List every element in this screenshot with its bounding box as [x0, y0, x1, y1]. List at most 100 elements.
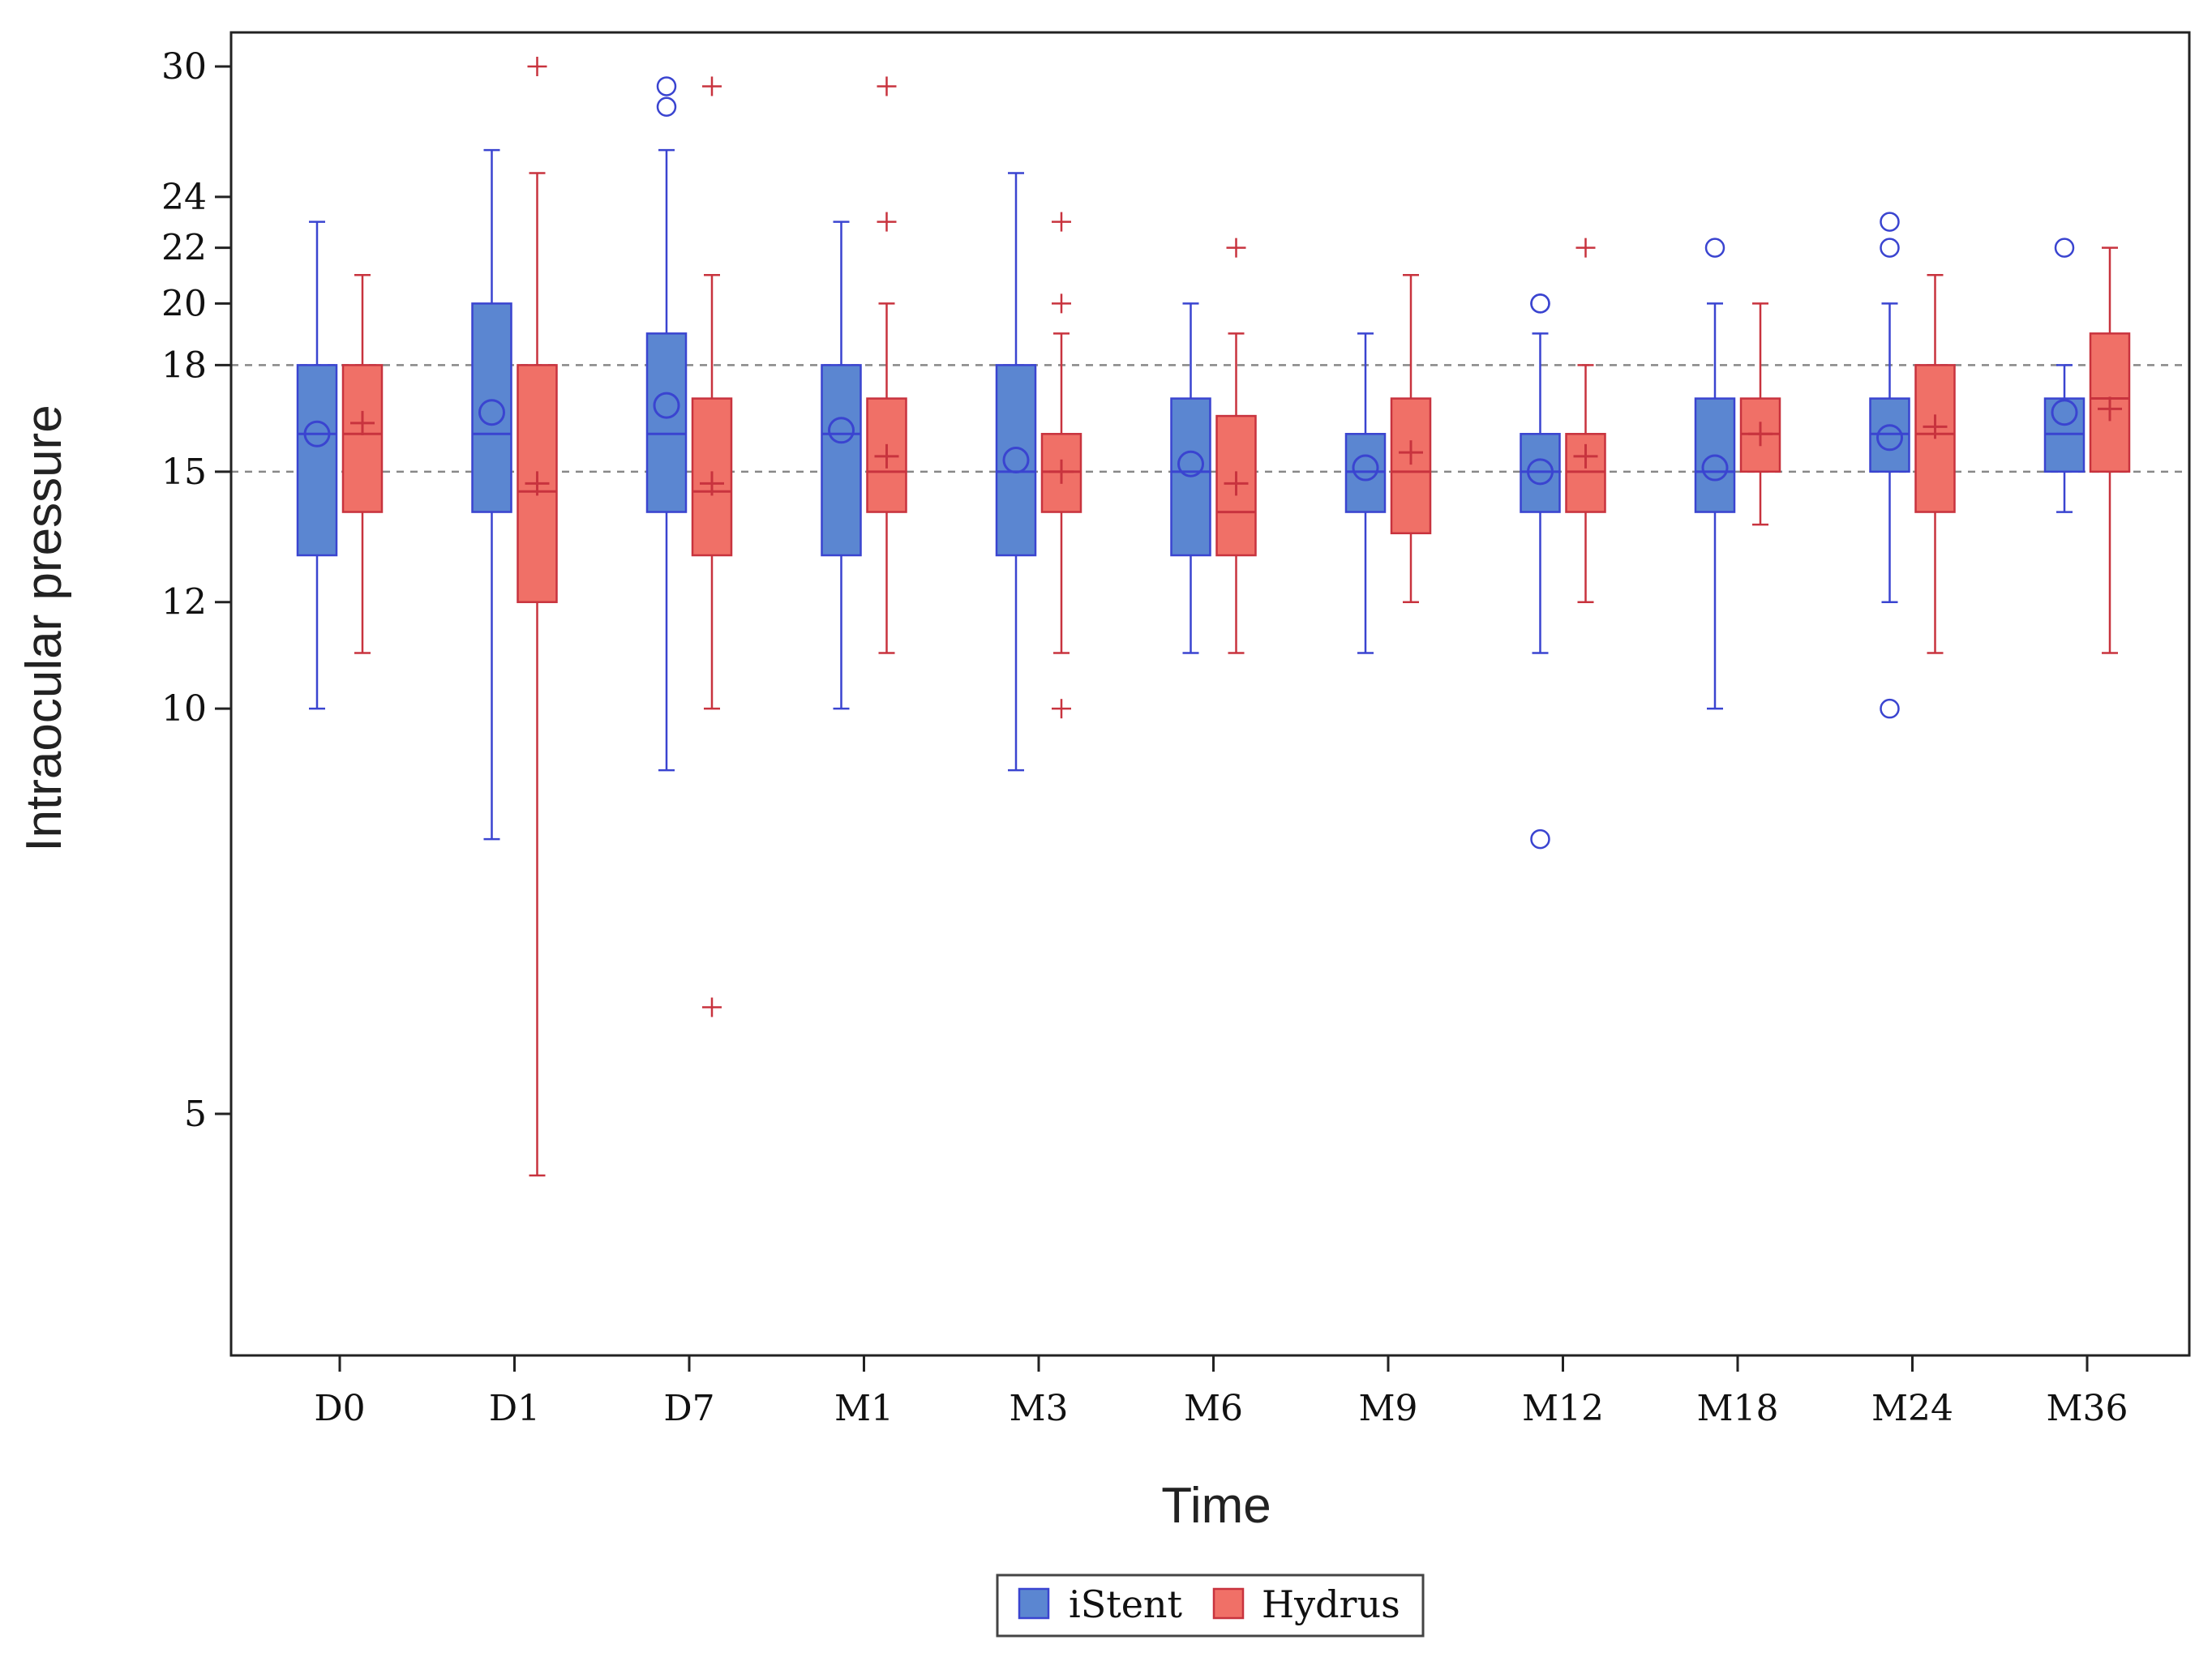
- x-tick-label-m9: M9: [1358, 1388, 1417, 1429]
- mean-marker-hydrus-m9: [1399, 440, 1423, 465]
- box-istent-d0: [296, 221, 338, 710]
- outlier-hydrus-m3-2: [1052, 212, 1071, 232]
- box-body-istent-m6: [1170, 397, 1211, 557]
- x-tick-label-m1: M1: [834, 1388, 894, 1429]
- box-body-istent-m9: [1344, 433, 1387, 513]
- y-axis-title: Intraocular pressure: [16, 405, 72, 851]
- outlier-istent-m12-1: [1530, 293, 1550, 314]
- box-hydrus-m3: [1040, 212, 1082, 719]
- outlier-istent-d7-0: [656, 96, 677, 117]
- outlier-istent-m12-2: [1530, 828, 1550, 850]
- box-hydrus-d7: [691, 76, 733, 1017]
- outlier-hydrus-m3-1: [1052, 293, 1071, 314]
- box-hydrus-m12: [1565, 238, 1606, 603]
- box-istent-m9: [1344, 332, 1387, 654]
- box-body-istent-d1: [471, 302, 512, 513]
- outlier-istent-d7-1: [656, 76, 677, 96]
- y-tick-label-10: 10: [161, 688, 207, 730]
- box-hydrus-m36: [2089, 246, 2131, 654]
- x-tick-label-m12: M12: [1522, 1388, 1604, 1429]
- mean-marker-istent-m12: [1527, 458, 1554, 486]
- box-istent-m1: [821, 221, 862, 710]
- mean-marker-hydrus-d1: [525, 471, 550, 496]
- box-istent-d1: [471, 148, 512, 841]
- y-tick-label-18: 18: [161, 345, 207, 386]
- outlier-istent-m24-0: [1880, 238, 1900, 258]
- x-tick-label-d0: D0: [314, 1388, 365, 1429]
- outlier-hydrus-m1-1: [877, 76, 897, 96]
- box-hydrus-m18: [1739, 302, 1781, 526]
- box-body-istent-m18: [1694, 397, 1736, 513]
- box-hydrus-m6: [1215, 238, 1257, 654]
- y-tick-label-24: 24: [161, 177, 207, 218]
- box-istent-m3: [995, 172, 1037, 772]
- mean-marker-istent-d1: [478, 399, 505, 426]
- x-tick-label-m18: M18: [1696, 1388, 1778, 1429]
- y-tick-label-15: 15: [161, 452, 207, 493]
- outlier-hydrus-m6-0: [1226, 238, 1246, 258]
- mean-marker-istent-d0: [303, 420, 331, 447]
- outlier-hydrus-m1-0: [877, 212, 897, 232]
- box-body-istent-m3: [995, 364, 1037, 557]
- box-body-istent-m12: [1520, 433, 1561, 513]
- box-body-istent-m1: [821, 364, 862, 557]
- x-tick-label-m6: M6: [1184, 1388, 1243, 1429]
- plot-frame: [229, 31, 2191, 1357]
- outlier-istent-m18-0: [1704, 238, 1725, 258]
- mean-marker-istent-m24: [1876, 424, 1903, 452]
- mean-marker-hydrus-m1: [874, 443, 899, 469]
- mean-marker-hydrus-d0: [350, 410, 375, 435]
- legend-label-hydrus: Hydrus: [1262, 1582, 1400, 1626]
- mean-marker-hydrus-m6: [1224, 471, 1249, 496]
- mean-marker-istent-m1: [828, 417, 855, 444]
- box-body-istent-d7: [645, 332, 688, 513]
- outlier-hydrus-m3-0: [1052, 699, 1071, 719]
- outlier-hydrus-d1-0: [527, 57, 547, 76]
- mean-marker-hydrus-m3: [1049, 459, 1074, 484]
- outlier-hydrus-m12-0: [1575, 238, 1596, 258]
- y-tick-label-20: 20: [161, 283, 207, 324]
- box-series: [296, 57, 2131, 1177]
- box-istent-d7: [645, 76, 688, 772]
- y-tick-label-22: 22: [161, 228, 207, 269]
- mean-marker-istent-m9: [1352, 454, 1379, 482]
- mean-marker-hydrus-m36: [2098, 396, 2122, 422]
- y-tick-label-30: 30: [161, 46, 207, 88]
- legend-swatch-hydrus: [1212, 1587, 1245, 1620]
- x-tick-label-m36: M36: [2046, 1388, 2128, 1429]
- outlier-istent-m24-2: [1880, 698, 1900, 719]
- box-body-hydrus-m9: [1390, 397, 1432, 535]
- mean-marker-istent-d7: [653, 392, 680, 419]
- y-tick-label-5: 5: [184, 1094, 207, 1135]
- box-hydrus-m9: [1390, 273, 1432, 603]
- legend-frame: [996, 1574, 1425, 1638]
- box-body-istent-d0: [296, 364, 338, 557]
- box-hydrus-m1: [866, 76, 907, 654]
- outlier-hydrus-d7-0: [702, 997, 722, 1017]
- box-istent-m6: [1170, 302, 1211, 654]
- box-istent-m18: [1694, 238, 1736, 710]
- mean-marker-hydrus-m18: [1748, 422, 1773, 447]
- mean-marker-hydrus-d7: [700, 471, 724, 496]
- box-hydrus-m24: [1914, 273, 1956, 654]
- mean-marker-istent-m3: [1002, 447, 1030, 474]
- mean-marker-istent-m6: [1177, 450, 1204, 477]
- x-tick-label-m3: M3: [1009, 1388, 1068, 1429]
- outlier-istent-m36-0: [2054, 238, 2075, 258]
- box-body-hydrus-d0: [341, 364, 384, 513]
- box-istent-m36: [2043, 238, 2086, 513]
- x-axis-title: Time: [1161, 1478, 1271, 1534]
- legend-swatch-istent: [1018, 1587, 1050, 1620]
- box-hydrus-d0: [341, 273, 384, 654]
- y-axis: 5 10 12 15 18 20 22 24 30: [161, 46, 231, 1135]
- legend-label-istent: iStent: [1069, 1582, 1183, 1626]
- outlier-hydrus-d7-1: [702, 76, 722, 96]
- mean-marker-istent-m18: [1701, 454, 1729, 482]
- x-tick-label-m24: M24: [1871, 1388, 1953, 1429]
- outlier-istent-m24-1: [1880, 212, 1900, 232]
- mean-marker-istent-m36: [2051, 399, 2078, 426]
- box-hydrus-d1: [517, 57, 558, 1177]
- x-axis: D0 D1 D7 M1 M3 M6 M9 M12 M18 M24 M36: [314, 1355, 2128, 1429]
